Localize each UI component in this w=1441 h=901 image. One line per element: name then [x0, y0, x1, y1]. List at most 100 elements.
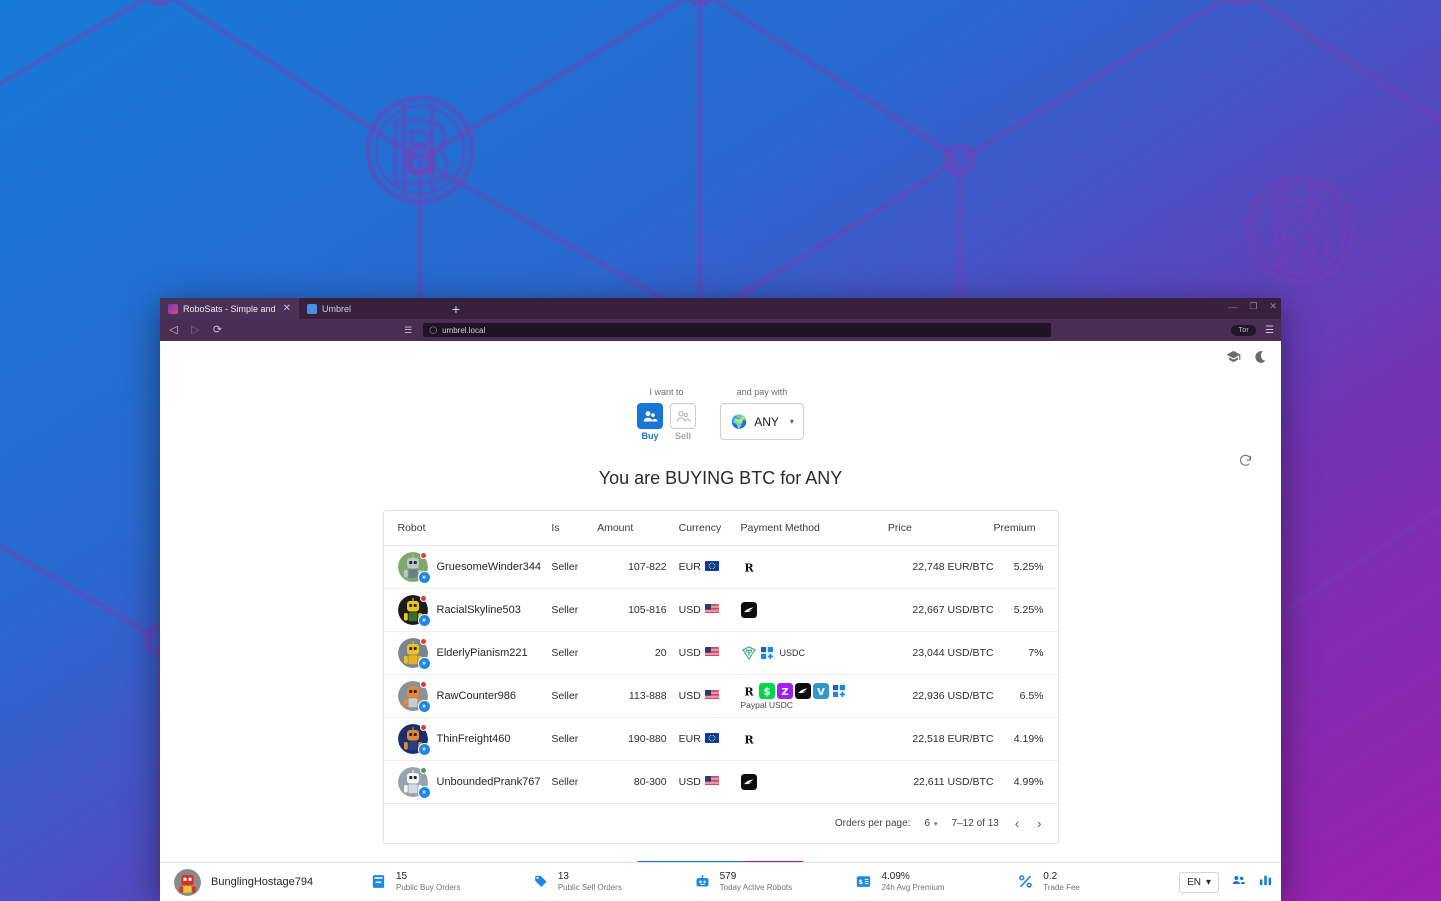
sell-toggle[interactable]: Sell [670, 403, 697, 441]
order-price: 22,936 USD/BTC [887, 674, 994, 718]
column-header-robot[interactable]: Robot [383, 511, 552, 546]
status-badge [419, 638, 427, 645]
previous-page-button[interactable]: ‹ [1014, 816, 1020, 831]
sell-robot-icon [670, 403, 697, 429]
svg-text:$: $ [763, 686, 770, 698]
want-to-group: I want to Buy [637, 387, 697, 441]
chevron-down-icon: ▾ [789, 417, 794, 426]
buy-toggle[interactable]: Buy [637, 403, 664, 441]
currency-select[interactable]: 🌍 ANY ▾ [720, 403, 804, 440]
table-row[interactable]: » ThinFreight460 Seller 190-880 EUR R 22,518 E… [383, 717, 1058, 761]
orders-per-page-label: Orders per page: [834, 818, 911, 829]
status-badge [419, 681, 427, 688]
tabstrip-drag-area: — ❐ ✕ [473, 298, 1281, 319]
globe-icon: 🌍 [731, 414, 748, 429]
robot-avatar[interactable]: » [397, 638, 431, 670]
url-bar[interactable]: ◯ umbrel.local [423, 323, 1052, 337]
status-stat: 13 Public Sell Orders [532, 871, 694, 892]
svg-text:B: B [387, 104, 453, 204]
new-tab-button[interactable]: + [451, 300, 461, 317]
close-icon[interactable]: ✕ [282, 303, 291, 314]
payment-icon-more [758, 645, 775, 661]
status-stat: 15 Public Buy Orders [370, 871, 532, 892]
robot-avatar[interactable]: » [397, 552, 431, 584]
column-header-currency[interactable]: Currency [666, 511, 729, 546]
column-header-amount[interactable]: Amount [597, 511, 667, 546]
people-icon[interactable] [1231, 872, 1247, 893]
current-robot[interactable]: BunglingHostage794 [174, 868, 370, 896]
robot-avatar[interactable]: » [397, 681, 431, 713]
status-badge [419, 724, 427, 731]
want-to-label: I want to [649, 387, 684, 397]
language-select[interactable]: EN ▾ [1179, 871, 1219, 893]
column-header-is[interactable]: Is [551, 511, 598, 546]
robot-username: BunglingHostage794 [211, 876, 314, 888]
language-value: EN [1187, 876, 1201, 888]
bookmark-icon[interactable]: ☰ [404, 324, 413, 335]
order-amount: 105-816 [597, 588, 667, 632]
table-row[interactable]: » ElderlyPianism221 Seller 20 USD USDC 23,044 … [383, 631, 1058, 675]
column-header-price[interactable]: Price [887, 511, 994, 546]
payment-icon-strike [794, 682, 811, 699]
buy-toggle-label: Buy [641, 431, 659, 441]
window-controls: — ❐ ✕ [1228, 301, 1277, 312]
order-price: 22,667 USD/BTC [887, 588, 994, 632]
bar-chart-icon[interactable] [1258, 872, 1273, 892]
refresh-orders-button[interactable] [1238, 453, 1253, 473]
browser-tab-title: Umbrel [322, 303, 352, 314]
robot-avatar[interactable]: » [397, 767, 431, 799]
order-payment-method [728, 588, 888, 632]
moon-icon[interactable] [1254, 350, 1268, 364]
table-row[interactable]: » RawCounter986 Seller 113-888 USD R $ Z V Paypal… [383, 674, 1058, 718]
order-side: Seller [551, 545, 598, 589]
stat-caption: Public Sell Orders [557, 883, 622, 893]
order-payment-method: R $ Z V Paypal USDC [728, 674, 888, 718]
svg-text:R: R [744, 560, 754, 574]
minimize-button[interactable]: — [1228, 301, 1238, 312]
order-currency: EUR [666, 717, 729, 761]
payment-method-text: USDC [779, 648, 806, 658]
robot-nickname: RacialSkyline503 [436, 604, 521, 616]
window-close-button[interactable]: ✕ [1269, 301, 1277, 311]
robot-nickname: ThinFreight460 [436, 733, 511, 745]
robot-nickname: RawCounter986 [436, 690, 517, 702]
status-stat: 0.2 Trade Fee [1017, 871, 1179, 892]
robot-avatar[interactable]: » [397, 595, 431, 627]
browser-tab-umbrel[interactable]: Umbrel [299, 298, 439, 319]
robot-avatar[interactable]: » [397, 724, 431, 756]
robot-nickname: GruesomeWinder344 [436, 561, 542, 573]
maximize-button[interactable]: ❐ [1249, 301, 1258, 311]
browser-navbar: ◁ ▷ ⟳ ☰ ◯ umbrel.local Tor ☰ [160, 319, 1281, 341]
table-row[interactable]: » RacialSkyline503 Seller 105-816 USD 22,667 … [383, 588, 1058, 632]
next-page-button[interactable]: › [1037, 816, 1042, 831]
table-row[interactable]: » GruesomeWinder344 Seller 107-822 EUR R 22,74… [383, 545, 1058, 589]
back-icon[interactable]: ◁ [169, 323, 178, 336]
tor-circuit-button[interactable]: Tor [1231, 324, 1257, 336]
order-side: Seller [551, 588, 598, 632]
forward-icon[interactable]: ▷ [191, 323, 200, 336]
orders-per-page-select[interactable]: 6 ▾ [924, 818, 937, 829]
order-payment-method: R [728, 717, 888, 761]
reload-icon[interactable]: ⟳ [212, 323, 223, 336]
page-title: You are BUYING BTC for ANY [598, 468, 843, 488]
order-price: 22,611 USD/BTC [887, 760, 994, 804]
payment-icon-zelle: Z [776, 682, 793, 699]
stat-value: 15 [396, 871, 408, 883]
column-header-premium[interactable]: Premium [993, 511, 1058, 546]
order-currency: USD [666, 674, 729, 718]
column-header-payment-method[interactable]: Payment Method [728, 511, 888, 546]
stat-value: 13 [557, 871, 569, 883]
hamburger-menu-icon[interactable]: ☰ [1265, 324, 1275, 336]
browser-tab-title: RoboSats - Simple and Private Bit [183, 303, 276, 314]
payment-icon-tether [740, 645, 757, 661]
order-payment-method [728, 760, 888, 804]
table-header-row: Robot Is Amount Currency Payment Method … [383, 511, 1058, 546]
order-premium: 5.25% [993, 545, 1058, 589]
stat-value: 579 [719, 871, 737, 883]
table-row[interactable]: » UnboundedPrank767 Seller 80-300 USD 22,611 … [383, 760, 1058, 804]
eu-flag [701, 733, 719, 745]
chevron-down-icon: ▾ [934, 820, 938, 828]
browser-tab-robosats[interactable]: RoboSats - Simple and Private Bit ✕ [160, 298, 299, 319]
graduation-cap-icon[interactable] [1226, 349, 1241, 364]
payment-icon-venmo: V [812, 682, 829, 699]
